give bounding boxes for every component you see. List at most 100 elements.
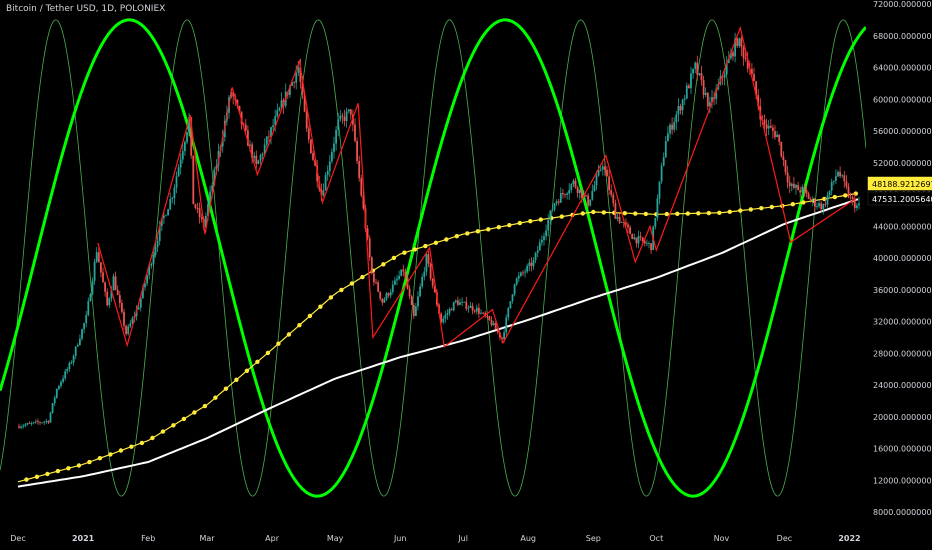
candle-down [196,208,199,209]
candle-down [627,224,629,228]
candle-up [492,323,495,326]
ma-dot [66,466,71,471]
ma-dot [696,211,701,216]
candle-up [826,195,829,205]
candle-up [30,423,33,424]
candle-down [562,193,564,195]
candle-down [402,269,405,272]
candle-up [541,239,543,243]
candle-down [763,120,766,125]
ma-dot [265,350,271,356]
candle-up [469,305,472,308]
candle-up [112,276,115,291]
candle-up [127,326,130,334]
candle-up [811,199,814,201]
candle-up [601,166,604,170]
ma-dot [286,332,292,337]
ma-dot [475,229,480,234]
candle-down [757,95,760,107]
candle-down [408,288,411,297]
candle-down [488,316,491,321]
candle-up [711,97,713,103]
y-axis[interactable]: 8000.00000000 12000.00000000 16000.0000000… [866,0,932,550]
candle-up [215,165,218,170]
candle-up [32,422,35,423]
candle-up [400,269,403,276]
candle-up [169,199,172,210]
candle-down [310,139,312,154]
candle-up [723,74,726,78]
candle-up [276,110,279,117]
ma-dot [738,208,743,213]
candle-down [247,130,249,146]
x-tick-label: Mar [199,534,215,543]
y-tick-label: 60000.00000000 [873,95,932,104]
candle-down [732,52,734,57]
candle-down [39,422,41,424]
candle-down [450,309,453,311]
candle-down [381,298,384,303]
candle-up [515,278,518,285]
price-badge-label: 47531.20056407 [872,195,932,204]
price-badge-box [867,176,932,191]
candle-down [786,172,789,183]
candle-up [830,182,833,191]
candle-up [60,381,62,386]
candle-down [574,180,577,188]
candle-down [824,204,827,205]
price-badge-label: 48188.92126974 [872,180,932,189]
ma-dot [255,359,260,364]
ma-dot [633,211,638,216]
candle-down [780,141,783,157]
candle-up [555,201,558,204]
candle-down [606,169,608,177]
candle-down [301,82,304,94]
candle-up [259,155,262,161]
candle-down [740,38,743,48]
ma-dot [559,214,564,219]
ma-dot [297,323,302,328]
candle-up [835,176,837,181]
candle-up [419,286,421,297]
candle-up [76,344,79,347]
candle-up [345,111,348,121]
candle-up [184,142,186,152]
x-axis[interactable]: Dec 2021 Feb Mar Apr May Jun Jul Aug Sep Oct Nov Dec… [0,522,932,550]
ma-dot [685,211,690,216]
candle-up [543,236,545,240]
candle-up [167,209,169,216]
ma-dot [118,448,124,453]
ma-dot [87,459,92,465]
candle-up [163,215,165,219]
candle-down [370,257,373,274]
candle-up [709,102,711,107]
ma-dot [108,452,113,457]
candle-up [322,190,325,196]
candle-down [343,116,346,121]
candle-up [816,206,818,207]
y-tick-label: 52000.00000000 [873,159,932,168]
candle-down [564,194,566,195]
candle-down [123,311,125,326]
candle-down [116,289,119,295]
candle-down [198,208,201,218]
ma-dot [444,237,449,242]
candle-up [599,169,602,171]
candle-down [650,243,652,251]
candle-down [788,182,791,187]
candle-up [331,151,333,162]
ma-dot [801,200,806,205]
candle-up [669,124,671,134]
candle-up [144,283,146,288]
candle-up [81,329,83,339]
candle-up [589,199,592,206]
candle-down [482,312,484,314]
candle-up [727,58,730,64]
candle-up [660,165,663,182]
ma-dot [832,194,837,200]
y-tick-label: 32000.00000000 [873,318,932,327]
ma-dot [381,262,386,267]
x-tick-label: 2021 [72,534,95,543]
candle-down [744,58,747,60]
